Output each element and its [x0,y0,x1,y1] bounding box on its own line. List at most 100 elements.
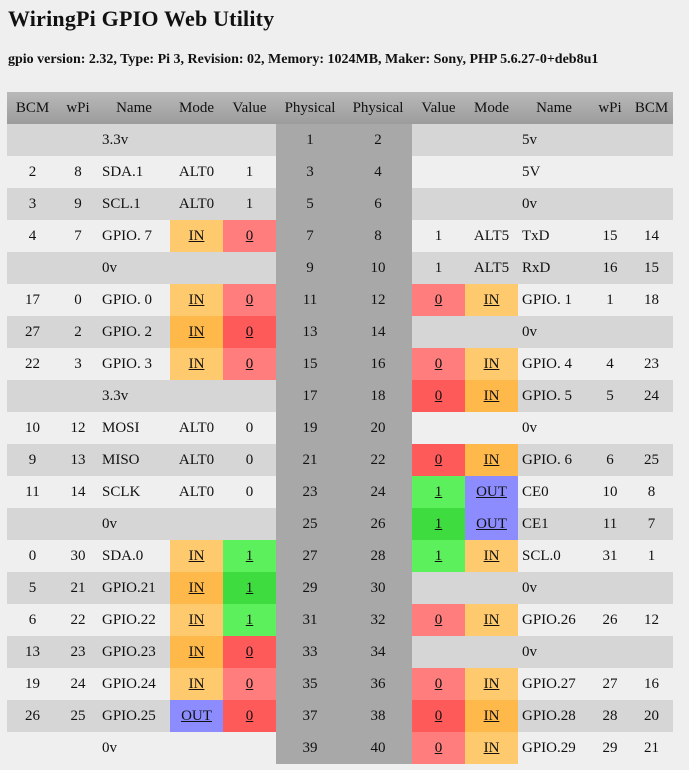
value-right-link[interactable]: 1 [434,515,443,532]
value-left-link[interactable]: 1 [245,611,254,628]
table-row: 10 12 MOSI ALT0 0 19 20 0v [7,412,673,444]
value-right [412,156,465,188]
value-right: 1 [412,220,465,252]
value-right-link[interactable]: 0 [434,707,443,724]
value-right-link[interactable]: 0 [434,739,443,756]
mode-left-link[interactable]: IN [188,355,205,372]
value-left-link[interactable]: 0 [245,707,254,724]
mode-left-link[interactable]: IN [188,579,205,596]
mode-right [465,156,518,188]
value-right-link[interactable]: 0 [434,675,443,692]
physical-pin-right: 30 [344,572,412,604]
value-right-link[interactable]: 0 [434,611,443,628]
mode-left: IN [170,540,223,572]
value-right: 0 [412,444,465,476]
bcm-right: 21 [630,732,673,764]
mode-right-link[interactable]: IN [483,291,500,308]
bcm-right: 7 [630,508,673,540]
table-row: 2 8 SDA.1 ALT0 1 3 4 5V [7,156,673,188]
value-right [412,636,465,668]
mode-left: ALT0 [170,156,223,188]
mode-right-link[interactable]: OUT [476,483,507,500]
value-left-link[interactable]: 1 [245,547,254,564]
value-left: 1 [223,156,276,188]
mode-left-link[interactable]: IN [188,643,205,660]
wpi-left [58,732,98,764]
pin-name-right: TxD [518,220,590,252]
value-left [223,732,276,764]
value-right-link[interactable]: 0 [434,451,443,468]
bcm-right: 8 [630,476,673,508]
value-right-link[interactable]: 0 [434,355,443,372]
pin-name-left: GPIO.22 [98,604,170,636]
value-left: 0 [223,668,276,700]
physical-pin-left: 19 [276,412,344,444]
physical-pin-left: 21 [276,444,344,476]
value-left-link[interactable]: 0 [245,323,254,340]
physical-pin-right: 10 [344,252,412,284]
mode-right-link[interactable]: IN [483,451,500,468]
wpi-right: 4 [590,348,630,380]
pin-name-right: RxD [518,252,590,284]
pin-name-right: 0v [518,316,590,348]
mode-right-link[interactable]: OUT [476,515,507,532]
bcm-left: 3 [7,188,58,220]
mode-right-link[interactable]: IN [483,355,500,372]
value-right-link[interactable]: 0 [434,387,443,404]
physical-pin-right: 12 [344,284,412,316]
value-left-link[interactable]: 0 [245,291,254,308]
pin-name-left: SCLK [98,476,170,508]
wpi-right [590,412,630,444]
bcm-left [7,124,58,156]
physical-pin-left: 39 [276,732,344,764]
mode-left: ALT0 [170,444,223,476]
mode-left [170,380,223,412]
mode-left-link[interactable]: IN [188,323,205,340]
pin-name-right: GPIO. 5 [518,380,590,412]
bcm-right: 15 [630,252,673,284]
physical-pin-right: 2 [344,124,412,156]
value-left-link[interactable]: 0 [245,355,254,372]
physical-pin-left: 1 [276,124,344,156]
value-right: 1 [412,252,465,284]
bcm-right: 1 [630,540,673,572]
pin-name-right: GPIO.27 [518,668,590,700]
mode-left: IN [170,284,223,316]
mode-left-link[interactable]: IN [188,675,205,692]
pin-name-left: MISO [98,444,170,476]
mode-left-link[interactable]: IN [188,547,205,564]
pin-name-right: CE1 [518,508,590,540]
value-right-link[interactable]: 1 [434,483,443,500]
value-right: 0 [412,732,465,764]
value-right-link[interactable]: 0 [434,291,443,308]
mode-right-link[interactable]: IN [483,675,500,692]
value-right: 0 [412,668,465,700]
wpi-left: 14 [58,476,98,508]
table-row: 3.3v 17 18 0 IN GPIO. 5 5 24 [7,380,673,412]
wpi-right: 27 [590,668,630,700]
mode-left-link[interactable]: IN [188,227,205,244]
pin-name-right: SCL.0 [518,540,590,572]
value-left-link[interactable]: 0 [245,675,254,692]
value-right-link[interactable]: 1 [434,547,443,564]
mode-right [465,316,518,348]
physical-pin-left: 23 [276,476,344,508]
value-left-link[interactable]: 0 [245,643,254,660]
physical-pin-left: 7 [276,220,344,252]
mode-right-link[interactable]: IN [483,387,500,404]
mode-left: IN [170,316,223,348]
mode-right-link[interactable]: IN [483,739,500,756]
value-left-link[interactable]: 1 [245,579,254,596]
mode-right-link[interactable]: IN [483,707,500,724]
pin-name-left: 3.3v [98,380,170,412]
mode-left-link[interactable]: IN [188,291,205,308]
value-left-link[interactable]: 0 [245,227,254,244]
mode-left-link[interactable]: OUT [181,707,212,724]
mode-right-link[interactable]: IN [483,547,500,564]
mode-right [465,412,518,444]
header-physical-right: Physical [344,92,412,124]
pin-name-left: SCL.1 [98,188,170,220]
mode-left-link[interactable]: IN [188,611,205,628]
mode-right-link[interactable]: IN [483,611,500,628]
physical-pin-left: 17 [276,380,344,412]
